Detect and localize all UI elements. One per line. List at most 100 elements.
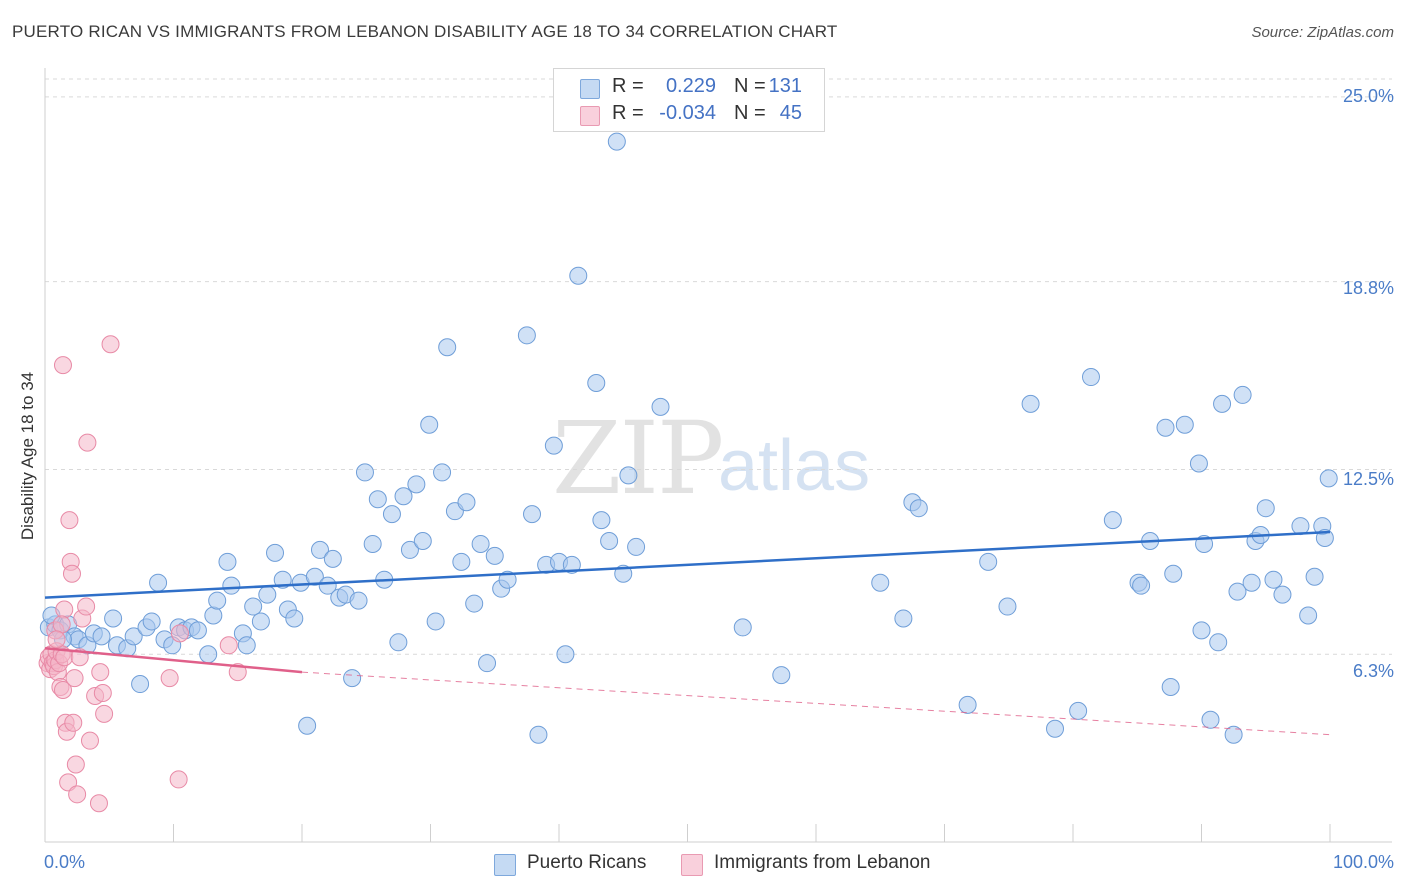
puerto-rican-point	[92, 627, 111, 646]
puerto-rican-point	[562, 555, 581, 574]
correlation-legend: R = 0.229 N = 131 R = -0.034 N = 45	[553, 68, 825, 132]
lebanon-point	[91, 663, 110, 682]
lebanon-point	[59, 773, 78, 792]
puerto-rican-point	[587, 374, 606, 393]
lebanon-trend-extension	[301, 671, 1331, 736]
puerto-rican-point	[382, 505, 401, 524]
puerto-rican-point	[1228, 582, 1247, 601]
lebanon-point	[77, 597, 96, 616]
puerto-rican-point	[285, 609, 304, 628]
puerto-rican-point	[244, 597, 263, 616]
bottom-legend-lebanon: Immigrants from Lebanon	[681, 852, 931, 876]
puerto-rican-point	[310, 540, 329, 559]
puerto-rican-point	[1264, 570, 1283, 589]
lebanon-point	[93, 683, 112, 702]
puerto-rican-point	[420, 415, 439, 434]
lebanon-point	[170, 624, 189, 643]
legend-n-label: N =	[734, 75, 766, 97]
lebanon-trend-line	[44, 647, 303, 674]
legend-r-value: -0.034	[659, 102, 716, 124]
puerto-rican-point	[485, 546, 504, 565]
bottom-legend-label: Immigrants from Lebanon	[714, 852, 931, 873]
puerto-rican-point	[457, 493, 476, 512]
puerto-rican-point	[1213, 394, 1232, 413]
source-credit: Source: ZipAtlas.com	[1251, 24, 1394, 41]
lebanon-point	[219, 636, 238, 655]
puerto-rican-point	[894, 609, 913, 628]
lebanon-point	[89, 794, 108, 813]
legend-n-value: 131	[768, 75, 802, 97]
lebanon-point	[95, 704, 114, 723]
puerto-rican-point	[389, 633, 408, 652]
puerto-rican-point	[1224, 725, 1243, 744]
y-tick-label-6-3: 6.3%	[1352, 661, 1394, 681]
puerto-rican-point	[1161, 678, 1180, 697]
lebanon-point	[169, 770, 188, 789]
puerto-rican-point	[1299, 606, 1318, 625]
puerto-rican-point	[368, 490, 387, 509]
lebanon-point	[65, 669, 84, 688]
puerto-rican-point	[1081, 368, 1100, 387]
puerto-rican-point	[607, 132, 626, 151]
puerto-rican-point	[958, 695, 977, 714]
puerto-rican-point	[478, 654, 497, 673]
puerto-rican-point	[142, 612, 161, 631]
puerto-rican-point	[218, 552, 237, 571]
puerto-rican-point	[1046, 719, 1065, 738]
puerto-rican-point	[349, 591, 368, 610]
lebanon-point	[160, 669, 179, 688]
lebanon-point	[62, 564, 81, 583]
puerto-rican-point	[124, 627, 143, 646]
puerto-rican-point	[1103, 511, 1122, 530]
puerto-rican-point	[733, 618, 752, 637]
puerto-rican-point	[1192, 621, 1211, 640]
puerto-rican-point	[208, 591, 227, 610]
bottom-legend-swatch-pink	[681, 854, 703, 876]
lebanon-point	[55, 600, 74, 619]
puerto-rican-point	[1256, 499, 1275, 518]
puerto-rican-point	[1164, 564, 1183, 583]
puerto-rican-point	[318, 576, 337, 595]
puerto-rican-point	[1242, 573, 1261, 592]
puerto-rican-point	[273, 570, 292, 589]
puerto-rican-point	[251, 612, 270, 631]
puerto-rican-point	[909, 499, 928, 518]
puerto-rican-point	[363, 534, 382, 553]
puerto-rican-point	[1175, 415, 1194, 434]
watermark-atlas: atlas	[718, 426, 871, 506]
puerto-rican-point	[266, 543, 285, 562]
puerto-rican-point	[438, 338, 457, 357]
lebanon-point	[228, 663, 247, 682]
legend-row-lebanon: R = -0.034 N = 45	[554, 102, 824, 128]
puerto-rican-point	[556, 645, 575, 664]
lebanon-point	[60, 511, 79, 530]
puerto-rican-point	[323, 549, 342, 568]
puerto-rican-point	[104, 609, 123, 628]
puerto-rican-point	[1132, 576, 1151, 595]
x-tick-label-100: 100.0%	[1332, 852, 1394, 872]
lebanon-point	[64, 713, 83, 732]
puerto-rican-point	[188, 621, 207, 640]
puerto-rican-point	[298, 716, 317, 735]
puerto-rican-point	[355, 463, 374, 482]
puerto-rican-trend-line	[44, 530, 1331, 599]
watermark-zip: ZIP	[552, 400, 724, 517]
puerto-rican-point	[413, 531, 432, 550]
puerto-rican-point	[204, 606, 223, 625]
puerto-rican-point	[498, 570, 517, 589]
legend-row-puerto-ricans: R = 0.229 N = 131	[554, 75, 824, 101]
puerto-rican-point	[1319, 469, 1338, 488]
legend-r-label: R =	[612, 75, 644, 97]
puerto-rican-point	[400, 540, 419, 559]
puerto-rican-point	[544, 436, 563, 455]
puerto-rican-point	[199, 645, 218, 664]
lebanon-point	[66, 755, 85, 774]
puerto-rican-point	[1233, 385, 1252, 404]
puerto-rican-point	[1273, 585, 1292, 604]
puerto-rican-point	[1189, 454, 1208, 473]
puerto-rican-point	[258, 585, 277, 604]
chart-title: PUERTO RICAN VS IMMIGRANTS FROM LEBANON …	[12, 22, 838, 41]
puerto-rican-point	[343, 669, 362, 688]
puerto-rican-point	[149, 573, 168, 592]
legend-swatch-pink	[580, 106, 600, 126]
